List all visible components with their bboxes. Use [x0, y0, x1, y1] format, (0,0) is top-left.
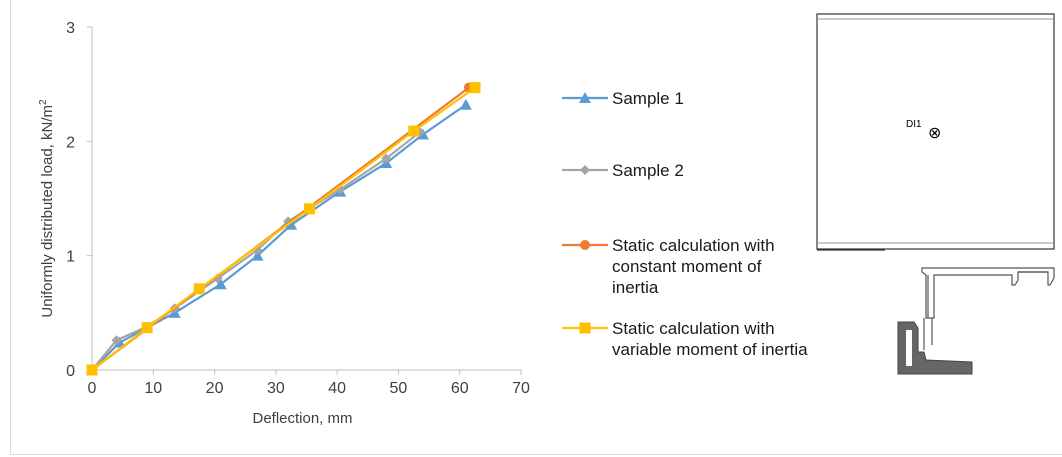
series-2-line [91, 131, 421, 371]
series-4-point [141, 322, 153, 334]
legend-swatch-marker-1 [579, 92, 591, 103]
chart: 0 10 20 30 40 50 60 70 0 1 2 3 Deflection, mm Uniform… [38, 20, 808, 427]
y-axis-title: Uniformly distributed load, kN/m2 [38, 99, 56, 318]
x-tick-label: 10 [144, 380, 162, 397]
legend-swatch-marker-3 [580, 240, 590, 250]
panel-outline [816, 13, 1055, 250]
legend-swatch-marker-2 [580, 165, 590, 175]
legend-label-line: Static calculation with [612, 236, 775, 255]
legend-label-line: inertia [612, 278, 659, 297]
y-tick-label: 0 [66, 363, 75, 380]
profile-base-shape [897, 321, 973, 375]
x-tick-label: 0 [88, 380, 97, 397]
legend-label-4: Static calculation with variable moment o… [612, 319, 808, 359]
series-4-point [469, 82, 481, 94]
legend-label-line: Sample 2 [612, 161, 684, 180]
y-tick-label: 1 [66, 249, 75, 266]
measurement-point-icon: ⊗ [928, 125, 941, 142]
series-1-point [214, 278, 227, 290]
series-2-point [381, 153, 392, 164]
series-1 [86, 98, 472, 375]
legend-label-2: Sample 2 [612, 161, 684, 180]
series-4-line [91, 86, 476, 371]
series-4-point [193, 283, 205, 295]
cross-section-diagram: DI1 ⊗ [816, 13, 1055, 375]
chart-legend: Sample 1 Sample 2 Static calculation with c… [562, 89, 808, 359]
measurement-point-label: DI1 [906, 119, 922, 130]
series-2 [87, 127, 425, 375]
page-border [10, 0, 1062, 455]
series-4-point [304, 203, 316, 215]
y-tick-label: 3 [66, 20, 75, 37]
series-4-point [408, 125, 420, 137]
x-tick-label: 60 [451, 380, 469, 397]
legend-label-line: Static calculation with [612, 319, 775, 338]
x-tick-label: 70 [512, 380, 530, 397]
series-4-point [86, 364, 98, 376]
legend-label-line: variable moment of inertia [612, 340, 808, 359]
series-2-point [111, 335, 122, 346]
profile-section-drawing [921, 267, 1055, 350]
x-tick-label: 50 [390, 380, 408, 397]
x-tick-label: 30 [267, 380, 285, 397]
series-4 [86, 82, 481, 376]
profile-inner-void [906, 330, 912, 366]
series-1-point [285, 218, 298, 230]
legend-label-line: constant moment of [612, 257, 762, 276]
legend-swatch-marker-4 [579, 322, 591, 334]
chart-series-layer [86, 82, 481, 376]
x-tick-label: 20 [206, 380, 224, 397]
x-axis-title: Deflection, mm [252, 410, 352, 427]
legend-label-1: Sample 1 [612, 89, 684, 108]
series-1-point [251, 249, 264, 261]
y-axis-title-superscript: 2 [38, 99, 49, 105]
legend-label-3: Static calculation with constant moment o… [612, 236, 775, 297]
y-tick-label: 2 [66, 134, 75, 151]
chart-axes: 0 10 20 30 40 50 60 70 0 1 2 3 Deflection, mm Uniform… [38, 20, 530, 427]
series-1-point [459, 98, 472, 110]
legend-label-line: Sample 1 [612, 89, 684, 108]
x-tick-label: 40 [328, 380, 346, 397]
